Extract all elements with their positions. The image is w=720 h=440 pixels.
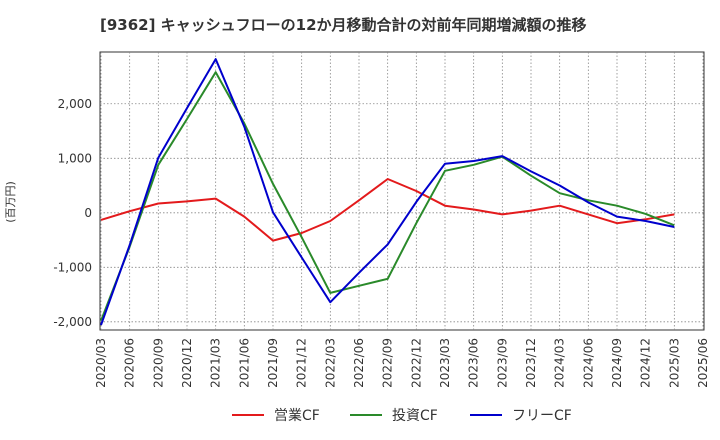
series-lines [100,58,675,326]
x-tick-label: 2021/03 [209,338,223,388]
x-tick-label: 2024/06 [581,338,595,388]
x-tick-label: 2025/06 [696,338,710,388]
x-tick-label: 2020/12 [180,338,194,388]
y-tick-label: 1,000 [58,151,92,165]
y-tick-labels: -2,000 -1,000 0 1,000 2,000 [53,97,92,329]
x-tick-label: 2022/06 [352,338,366,388]
x-tick-label: 2024/09 [610,338,624,388]
x-tick-label: 2021/06 [237,338,251,388]
series-line-1 [100,178,675,242]
x-tick-label: 2022/03 [323,338,337,388]
x-tick-label: 2020/09 [151,338,165,388]
x-tick-label: 2024/03 [553,338,567,388]
x-tick-label: 2022/12 [409,338,423,388]
series-line-2 [100,71,675,322]
legend: 営業CF 投資CF フリーCF [232,408,572,424]
legend-label: フリーCF [512,408,572,424]
plot-area [99,51,705,331]
x-tick-label: 2023/03 [438,338,452,388]
x-tick-label: 2021/12 [295,338,309,388]
legend-label: 投資CF [392,408,438,424]
x-tick-label: 2020/06 [123,338,137,388]
x-tick-label: 2023/09 [495,338,509,388]
x-tick-label: 2021/09 [266,338,280,388]
x-tick-label: 2024/12 [639,338,653,388]
x-tick-label: 2023/06 [467,338,481,388]
x-tick-label: 2020/03 [94,338,108,388]
y-tick-label: 2,000 [58,97,92,111]
series-line-3 [100,58,675,326]
x-tick-label: 2023/12 [524,338,538,388]
y-tick-label: -1,000 [53,260,92,274]
grid-lines [100,52,704,330]
y-tick-label: -2,000 [53,315,92,329]
y-tick-label: 0 [84,206,92,220]
x-tick-label: 2025/03 [667,338,681,388]
y-axis-label: (百万円) [4,181,17,223]
chart-title: [9362] キャッシュフローの12か月移動合計の対前年同期増減額の推移 [100,16,587,34]
legend-label: 営業CF [274,408,320,424]
x-tick-labels: 2020/03 2020/06 2020/09 2020/12 2021/03 2021/… [94,338,710,388]
x-tick-label: 2022/09 [381,338,395,388]
